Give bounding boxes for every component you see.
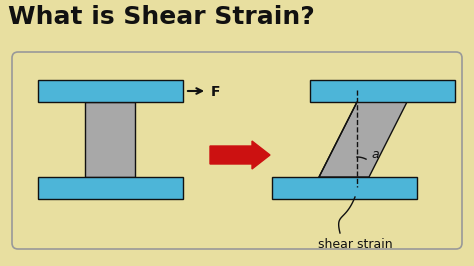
Bar xyxy=(272,177,417,199)
Bar xyxy=(85,102,135,177)
Bar xyxy=(38,80,183,102)
Polygon shape xyxy=(319,102,407,177)
Bar xyxy=(38,177,183,199)
Text: shear strain: shear strain xyxy=(318,238,392,251)
Text: F: F xyxy=(211,85,220,99)
Text: What is Shear Strain?: What is Shear Strain? xyxy=(8,5,315,29)
FancyBboxPatch shape xyxy=(12,52,462,249)
Text: a: a xyxy=(371,148,379,161)
FancyArrow shape xyxy=(210,141,270,169)
Bar xyxy=(310,80,455,102)
